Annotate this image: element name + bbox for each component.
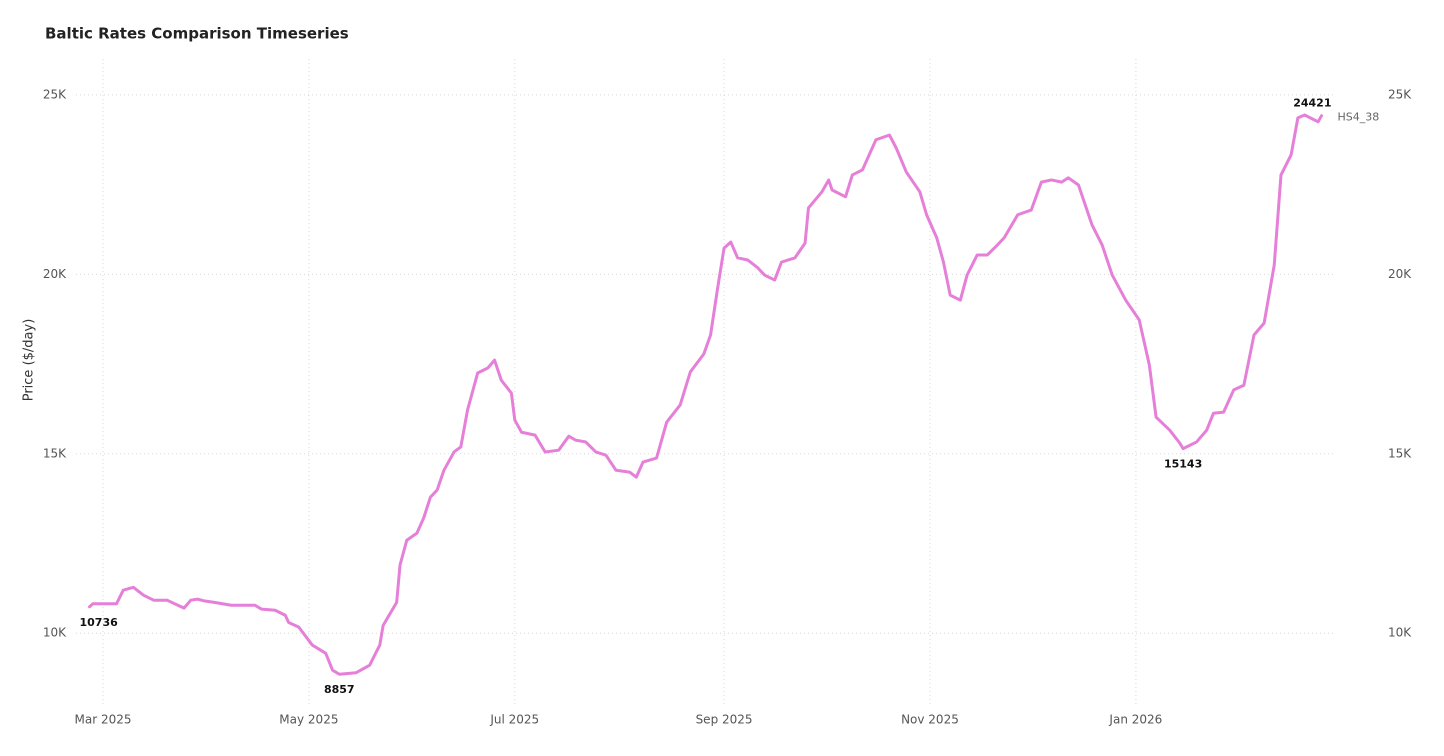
y2-tick-label: 25K	[1388, 87, 1412, 101]
x-tick-label: May 2025	[279, 713, 338, 727]
chart-title: Baltic Rates Comparison Timeseries	[45, 25, 349, 43]
x-tick-label: Jul 2025	[489, 713, 539, 727]
data-label: 10736	[80, 616, 119, 629]
y2-tick-label: 15K	[1388, 446, 1412, 460]
y-tick-label: 15K	[43, 446, 67, 460]
y2-tick-label: 20K	[1388, 267, 1412, 281]
x-tick-label: Nov 2025	[901, 713, 959, 727]
series-label: HS4_38	[1337, 111, 1379, 124]
x-tick-label: Mar 2025	[75, 713, 132, 727]
data-label: 24421	[1293, 97, 1331, 110]
y-axis-title: Price ($/day)	[22, 319, 37, 402]
y-tick-label: 25K	[43, 87, 67, 101]
x-tick-label: Jan 2026	[1108, 713, 1162, 727]
data-label: 8857	[324, 683, 355, 696]
y2-tick-label: 10K	[1388, 626, 1412, 640]
data-label: 15143	[1164, 458, 1202, 471]
x-tick-label: Sep 2025	[696, 713, 753, 727]
y-tick-label: 10K	[43, 626, 67, 640]
line-series	[88, 113, 1323, 676]
y-tick-label: 20K	[43, 267, 67, 281]
